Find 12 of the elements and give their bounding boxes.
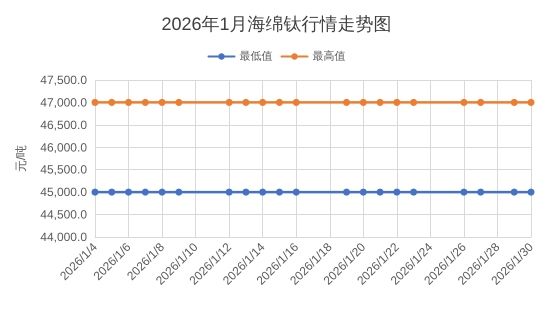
y-tick-label: 45,500.0 <box>40 162 88 177</box>
y-tick-label: 44,000.0 <box>40 230 88 244</box>
y-tick-label: 44,500.0 <box>40 208 88 222</box>
chart-title: 2026年1月海绵钛行情走势图 <box>161 14 392 34</box>
y-tick-label: 46,500.0 <box>40 118 88 132</box>
y-tick-label: 47,500.0 <box>40 73 88 87</box>
y-axis-title: 元/吨 <box>14 144 28 172</box>
y-tick-label: 47,000.0 <box>40 95 88 110</box>
y-tick-label: 46,000.0 <box>40 140 88 154</box>
legend-label: 最高值 <box>312 50 346 62</box>
y-tick-label: 45,000.0 <box>40 185 88 200</box>
legend-label: 最低值 <box>240 50 272 62</box>
